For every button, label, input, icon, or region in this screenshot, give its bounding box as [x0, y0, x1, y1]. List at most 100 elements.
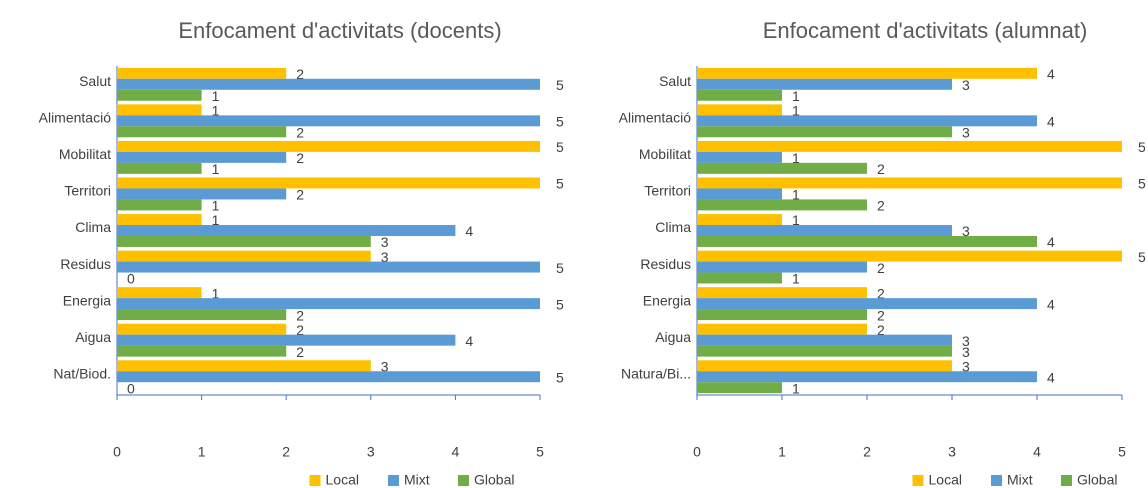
data-label: 2 [296, 150, 304, 166]
bar [697, 67, 1037, 79]
data-label: 5 [556, 114, 564, 130]
bar [117, 78, 540, 90]
category-label: Aigua [655, 329, 691, 345]
bar [697, 272, 782, 284]
data-label: 5 [556, 139, 564, 155]
bar [117, 115, 540, 127]
bar [117, 334, 456, 346]
data-label: 1 [792, 150, 800, 166]
data-label: 2 [296, 322, 304, 338]
bar [697, 140, 1122, 152]
bar [697, 78, 952, 90]
legend-swatch [309, 475, 321, 486]
category-label: Alimentació [39, 110, 112, 126]
bar [697, 345, 952, 357]
category-label: Nat/Biod. [53, 365, 111, 381]
data-label: 2 [296, 125, 304, 141]
bar [697, 188, 782, 200]
data-label: 2 [877, 307, 885, 323]
bar [117, 151, 287, 163]
data-label: 1 [792, 187, 800, 203]
bar [697, 360, 952, 372]
data-label: 1 [212, 285, 220, 301]
bar [117, 250, 371, 262]
bar [697, 371, 1037, 383]
category-label: Territori [644, 183, 691, 199]
bar [697, 225, 952, 236]
data-label: 3 [381, 358, 389, 374]
bar [117, 140, 540, 152]
legend-swatch [912, 475, 924, 486]
x-tick-label: 3 [367, 444, 375, 460]
data-label: 4 [1047, 296, 1055, 312]
category-label: Salut [79, 73, 111, 89]
category-label: Aigua [75, 329, 111, 345]
data-label: 2 [296, 307, 304, 323]
legend-label: Local [326, 472, 359, 488]
data-label: 5 [1138, 176, 1146, 192]
bar [697, 382, 782, 394]
data-label: 2 [877, 198, 885, 214]
legend-label: Global [1077, 472, 1117, 488]
category-label: Residus [60, 256, 111, 272]
bar [117, 235, 371, 247]
bar [117, 67, 287, 79]
data-label: 2 [877, 260, 885, 276]
x-tick-label: 2 [863, 444, 871, 460]
bar [697, 162, 867, 174]
data-label: 1 [792, 212, 800, 228]
data-label: 3 [381, 249, 389, 265]
bar [697, 177, 1122, 189]
category-label: Salut [659, 73, 691, 89]
data-label: 1 [792, 380, 800, 396]
bar [697, 214, 782, 226]
category-label: Alimentació [619, 110, 692, 126]
bar [117, 298, 540, 310]
data-label: 3 [962, 358, 970, 374]
data-label: 1 [792, 103, 800, 119]
bar [117, 287, 202, 299]
legend-swatch [458, 475, 469, 486]
data-label: 3 [962, 125, 970, 141]
data-label: 1 [212, 212, 220, 228]
data-label: 1 [212, 88, 220, 104]
bar [117, 104, 202, 116]
bar [697, 298, 1037, 310]
data-label: 5 [556, 77, 564, 93]
data-label: 2 [877, 285, 885, 301]
category-label: Territori [64, 183, 111, 199]
category-label: Residus [640, 256, 691, 272]
data-label: 4 [1047, 369, 1055, 385]
data-label: 3 [962, 223, 970, 239]
legend-swatch [991, 475, 1002, 486]
x-tick-label: 5 [536, 444, 544, 460]
x-tick-label: 1 [198, 444, 206, 460]
bar [697, 323, 867, 335]
chart-title: Enfocament d'activitats (docents) [178, 18, 501, 43]
bar [697, 309, 867, 321]
data-label: 3 [962, 333, 970, 349]
bar [697, 89, 782, 101]
data-label: 5 [1138, 139, 1146, 155]
bar [697, 104, 782, 116]
bar [697, 287, 867, 299]
data-label: 5 [556, 369, 564, 385]
data-label: 4 [465, 223, 473, 239]
data-label: 2 [296, 187, 304, 203]
category-label: Mobilitat [639, 146, 691, 162]
legend-label: Local [929, 472, 962, 488]
bar [117, 371, 540, 383]
legend-label: Global [474, 472, 514, 488]
bar [697, 115, 1037, 127]
data-label: 2 [877, 161, 885, 177]
data-label: 4 [1047, 114, 1055, 130]
data-label: 4 [1047, 66, 1055, 82]
x-tick-label: 5 [1118, 444, 1126, 460]
bar [117, 360, 371, 372]
bar [117, 177, 540, 189]
bar [117, 89, 202, 101]
bar [697, 151, 782, 163]
category-label: Natura/Bi... [621, 365, 691, 381]
chart-title: Enfocament d'activitats (alumnat) [763, 18, 1088, 43]
